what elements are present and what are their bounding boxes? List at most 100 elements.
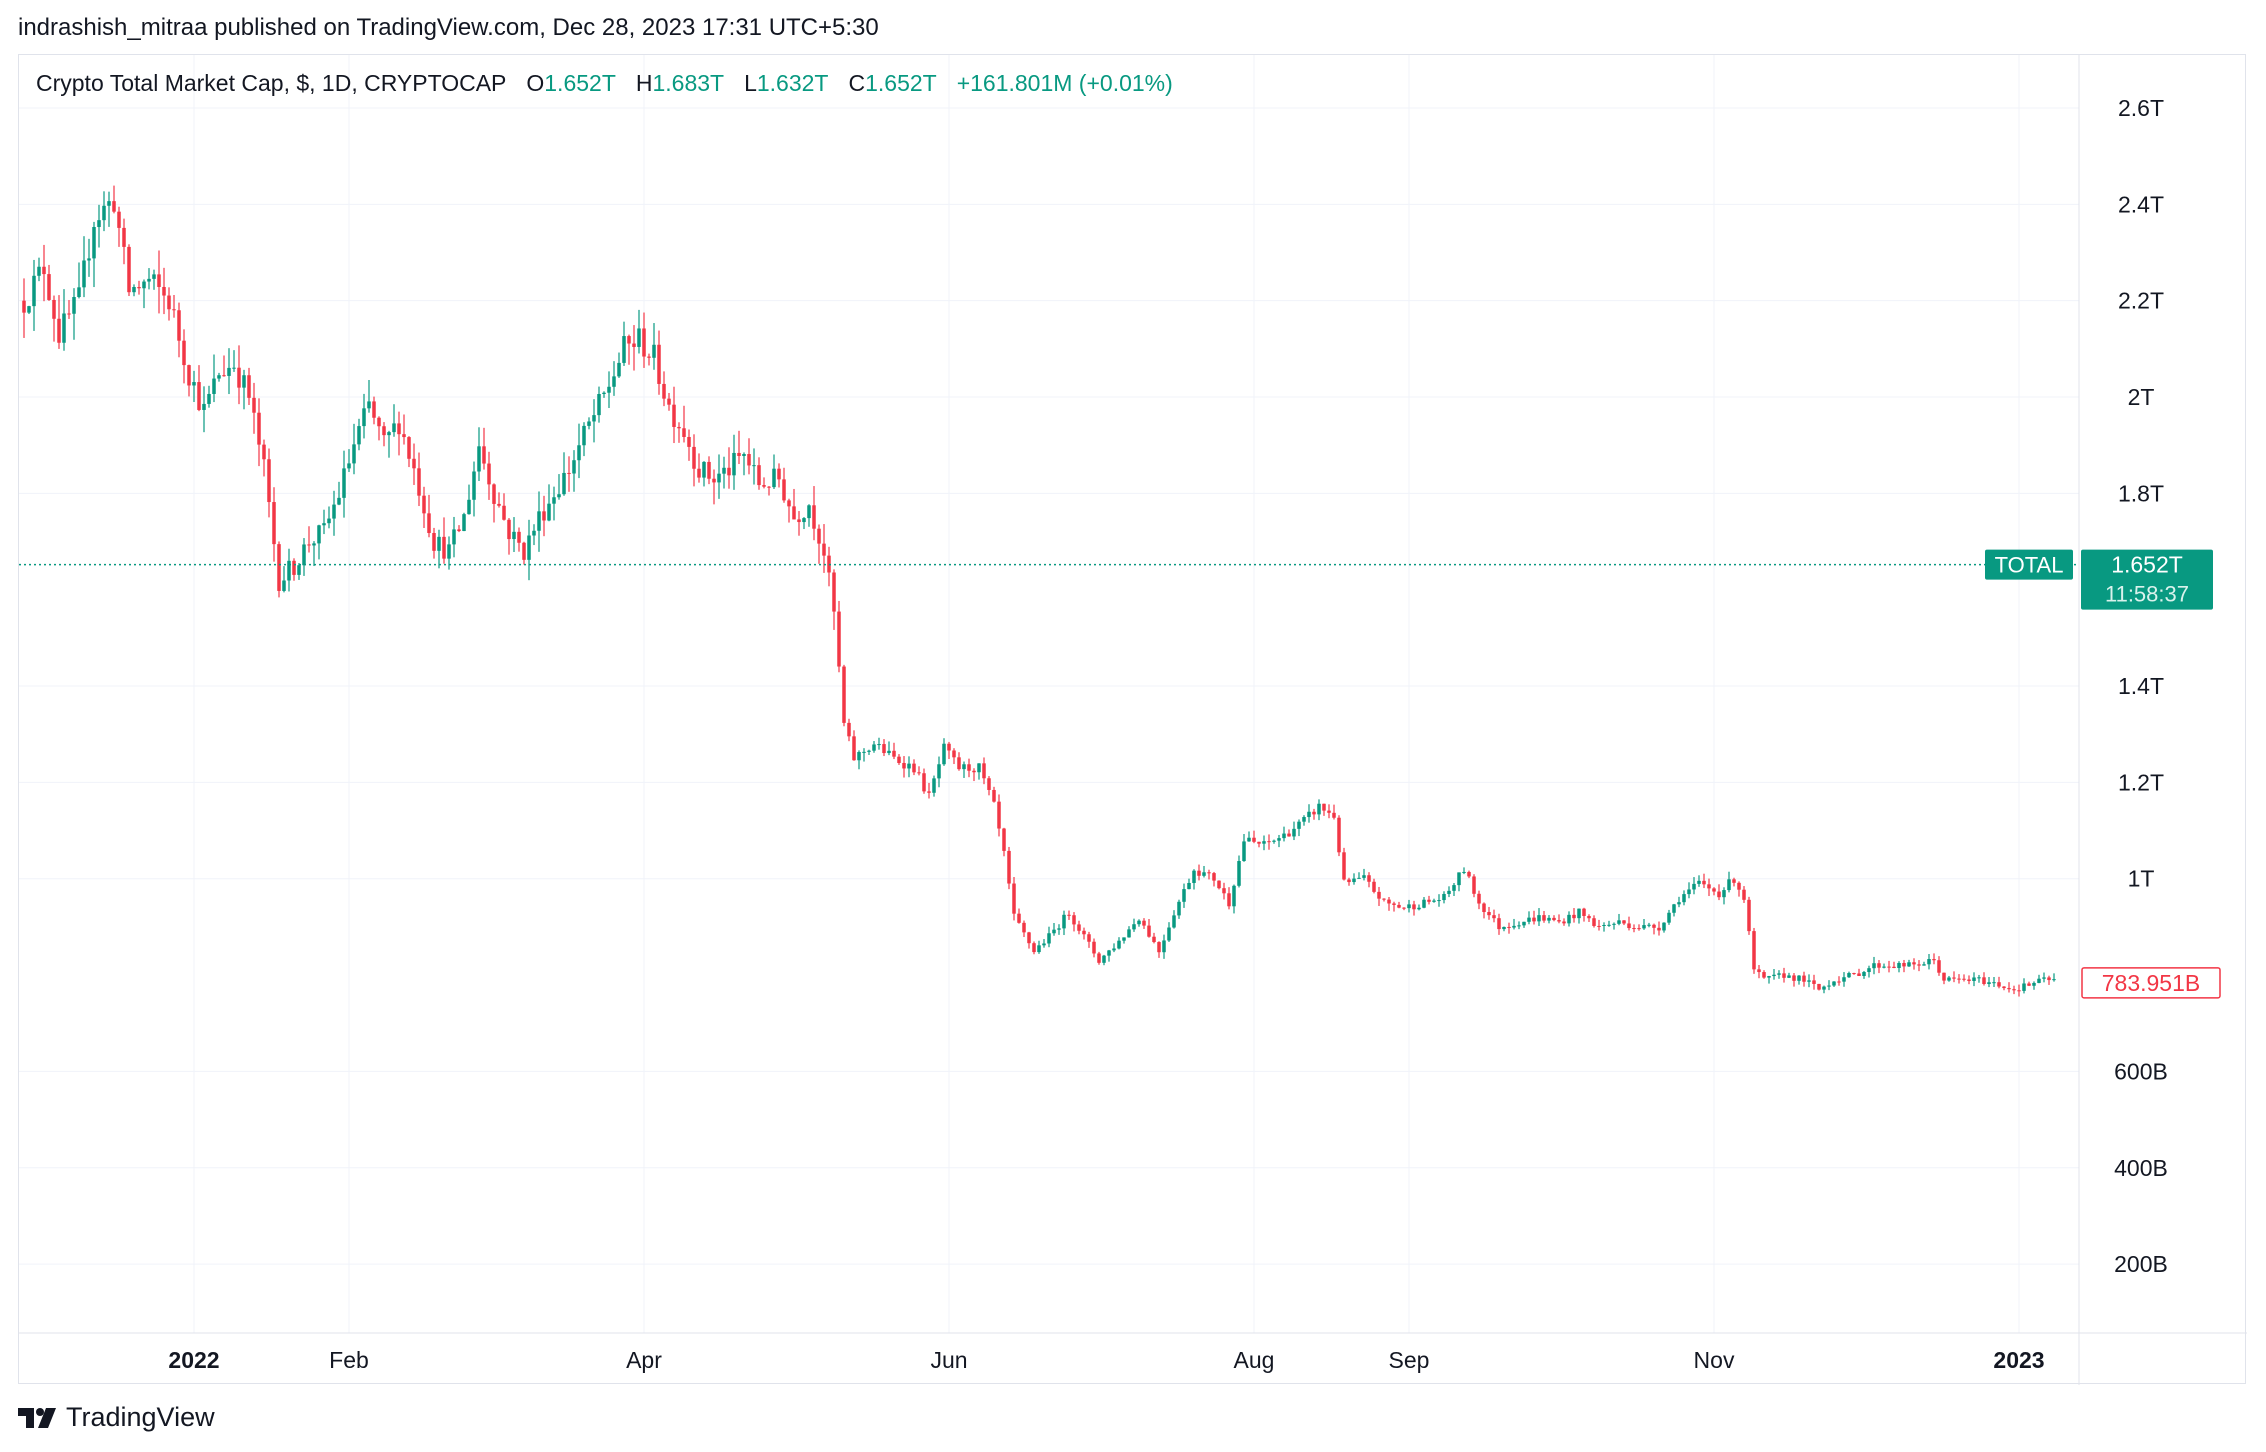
candle-body xyxy=(1137,920,1141,925)
candle-body xyxy=(687,436,691,447)
candle-body xyxy=(1632,928,1636,930)
candle-body xyxy=(917,772,921,774)
candle-body xyxy=(517,531,521,543)
candle-body xyxy=(227,367,231,376)
candle-body xyxy=(47,274,51,300)
candle-body xyxy=(1217,880,1221,889)
candle-body xyxy=(822,543,826,556)
candle-body xyxy=(797,519,801,523)
candle-body xyxy=(627,336,631,344)
candle-body xyxy=(1777,973,1781,975)
candle-body xyxy=(1547,917,1551,921)
candle-body xyxy=(457,529,461,532)
candle-body xyxy=(1377,891,1381,899)
candle-body xyxy=(37,266,41,276)
candle-body xyxy=(912,763,916,773)
candle-body xyxy=(1362,875,1366,878)
candle-body xyxy=(167,295,171,310)
candle-body xyxy=(327,518,331,524)
candle-body xyxy=(1572,914,1576,919)
last-value-label: 783.951B xyxy=(2102,970,2200,996)
candle-body xyxy=(1882,966,1886,968)
y-tick-label: 400B xyxy=(2114,1155,2168,1181)
candle-body xyxy=(357,426,361,445)
candle-body xyxy=(1612,923,1616,925)
candle-body xyxy=(307,544,311,546)
candle-body xyxy=(1692,883,1696,890)
candle-body xyxy=(1027,932,1031,944)
candle-body xyxy=(597,394,601,416)
candle-body xyxy=(962,764,966,770)
candle-body xyxy=(582,425,586,446)
candle-body xyxy=(1587,915,1591,919)
candle-body xyxy=(1182,889,1186,902)
candle-body xyxy=(1012,883,1016,914)
candle-body xyxy=(1317,803,1321,815)
candle-body xyxy=(637,328,641,347)
candle-body xyxy=(407,437,411,459)
candle-body xyxy=(1732,879,1736,883)
candle-body xyxy=(1092,941,1096,954)
candle-body xyxy=(642,328,646,357)
candle-body xyxy=(1667,912,1671,923)
candle-body xyxy=(832,572,836,612)
candle-body xyxy=(397,423,401,435)
x-tick-label: Apr xyxy=(626,1347,662,1373)
candle-body xyxy=(302,544,306,566)
candle-body xyxy=(1067,914,1071,916)
candle-body xyxy=(2052,979,2056,981)
candle-body xyxy=(247,375,251,398)
candle-body xyxy=(362,408,366,427)
candle-body xyxy=(447,544,451,559)
candle-body xyxy=(1272,840,1276,842)
candle-body xyxy=(1487,912,1491,916)
legend-change: +161.801M (+0.01%) xyxy=(956,70,1173,96)
candle-body xyxy=(297,565,301,575)
candle-body xyxy=(932,778,936,793)
candle-body xyxy=(1727,879,1731,891)
candle-body xyxy=(982,763,986,779)
candle-body xyxy=(817,528,821,544)
candle-body xyxy=(1507,926,1511,928)
candle-body xyxy=(1957,978,1961,980)
candle-body xyxy=(1972,977,1976,981)
candle-body xyxy=(2022,983,2026,991)
candle-body xyxy=(1117,940,1121,949)
candle-body xyxy=(1497,918,1501,930)
candle-body xyxy=(322,523,326,526)
candle-body xyxy=(1312,811,1316,815)
candle-body xyxy=(202,403,206,410)
candle-body xyxy=(1682,894,1686,903)
tradingview-footer[interactable]: TradingView xyxy=(18,1402,215,1433)
price-badge-value: 1.652T xyxy=(2111,552,2183,578)
candle-body xyxy=(1902,962,1906,967)
legend-close-value: 1.652T xyxy=(865,70,937,96)
candle-body xyxy=(1697,880,1701,884)
candle-body xyxy=(182,340,186,366)
candle-body xyxy=(547,503,551,521)
candle-body xyxy=(552,497,556,504)
candle-body xyxy=(1052,929,1056,934)
candle-body xyxy=(812,505,816,529)
candle-body xyxy=(1477,893,1481,904)
candle-body xyxy=(42,266,46,275)
candle-body xyxy=(1962,978,1966,980)
candle-body xyxy=(1607,924,1611,926)
candle-body xyxy=(217,375,221,379)
chart-frame[interactable]: 2.6T 2.4T 2.2T 2T 1.8T 1.4T 1.2T 1T 600B 400B 200B… xyxy=(18,54,2247,1385)
candle-body xyxy=(1892,966,1896,969)
candle-body xyxy=(2037,978,2041,983)
candle-body xyxy=(107,201,111,206)
candle-body xyxy=(122,227,126,247)
candle-body xyxy=(1382,898,1386,900)
candle-body xyxy=(472,471,476,500)
candle-body xyxy=(257,412,261,445)
candle-body xyxy=(882,744,886,754)
price-chart[interactable]: 2.6T 2.4T 2.2T 2T 1.8T 1.4T 1.2T 1T 600B 400B 200B… xyxy=(19,55,2247,1385)
candle-body xyxy=(952,750,956,758)
candle-body xyxy=(1992,982,1996,984)
candle-body xyxy=(1267,841,1271,843)
candle-body xyxy=(1837,981,1841,983)
candle-body xyxy=(1172,915,1176,928)
candle-body xyxy=(1062,914,1066,929)
